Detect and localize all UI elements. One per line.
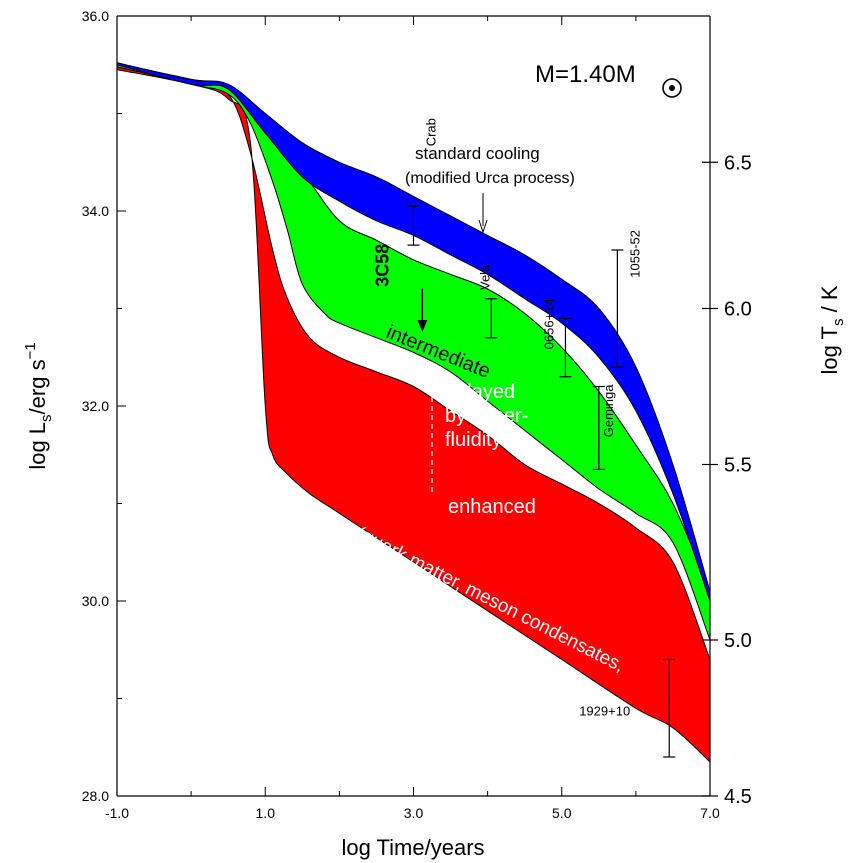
y-tick-label: 36.0 (82, 8, 109, 24)
x-tick-label: 1.0 (256, 805, 276, 821)
band-intermediate (116, 64, 711, 641)
x-tick-label: 5.0 (552, 805, 572, 821)
x-tick-label: 3.0 (404, 805, 424, 821)
delayed-label-3: fluidity (445, 429, 502, 451)
y-tick-label: 34.0 (82, 203, 109, 219)
x-tick-label: -1.0 (105, 805, 129, 821)
right-tick-label: 5.0 (724, 630, 752, 652)
right-tick-label: 6.5 (724, 152, 752, 174)
delayed-label-1: delayed (445, 381, 515, 403)
obs-label: Vela (477, 264, 492, 290)
obs-label: 3C58 (372, 244, 392, 287)
delayed-arrow-head-icon (425, 368, 439, 385)
obs-Vela: Vela (477, 264, 498, 339)
y-axis-label-left: log Ls/erg s−1 (22, 342, 55, 469)
obs-1929+10: 1929+10 (579, 658, 676, 758)
band-enhanced (116, 64, 711, 764)
mass-label: M=1.40M (535, 61, 636, 88)
enhanced-label: enhanced (448, 496, 536, 518)
y-tick-label: 28.0 (82, 788, 109, 804)
right-tick-label: 6.0 (724, 299, 752, 321)
axis-ticks: -1.0 1.0 3.0 5.0 7.0 28.0 30.0 32.0 34.0 36.0 4.5 5… (82, 8, 752, 821)
standard-cooling-label: standard cooling (415, 144, 540, 163)
right-tick-label: 4.5 (724, 786, 752, 808)
observations: Crab 3C58 Vela 0656+14 1055-52 Geminga 1929+10 (372, 118, 676, 758)
x-axis-label: log Time/years (341, 835, 484, 860)
obs-label: Crab (424, 118, 439, 146)
obs-label: 1929+10 (579, 704, 630, 719)
y-tick-label: 32.0 (82, 398, 109, 414)
obs-label: 1055-52 (627, 230, 642, 278)
delayed-label-2: by super- (445, 405, 528, 427)
y-tick-label: 30.0 (82, 593, 109, 609)
sun-symbol-icon (662, 78, 682, 98)
obs-Crab: Crab (407, 118, 439, 246)
obs-label: 0656+14 (542, 298, 557, 349)
obs-0656+14: 0656+14 (542, 298, 572, 378)
down-arrow-icon (417, 320, 428, 332)
x-tick-label: 7.0 (700, 805, 720, 821)
standard-arrow-head-icon (478, 219, 488, 234)
y-left-label-text: log L (25, 422, 50, 470)
modified-urca-label: (modified Urca process) (405, 170, 575, 187)
obs-1055-52: 1055-52 (611, 230, 642, 368)
obs-3C58: 3C58 (372, 244, 428, 332)
obs-Geminga: Geminga (592, 384, 616, 470)
y-axis-label-right: log Ts / K (817, 285, 847, 374)
right-tick-label: 5.5 (724, 455, 752, 477)
obs-label: Geminga (601, 384, 616, 438)
